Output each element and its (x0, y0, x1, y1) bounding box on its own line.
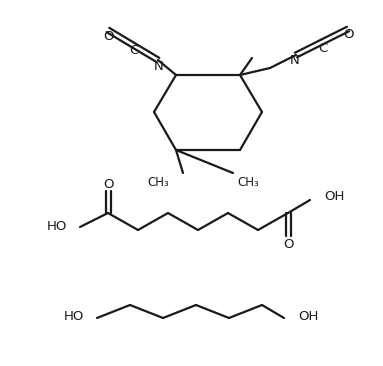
Text: CH₃: CH₃ (237, 176, 259, 190)
Text: C: C (318, 41, 327, 55)
Text: O: O (343, 29, 353, 41)
Text: CH₃: CH₃ (147, 176, 169, 190)
Text: O: O (103, 30, 113, 42)
Text: HO: HO (64, 310, 84, 324)
Text: N: N (154, 60, 164, 72)
Text: O: O (283, 238, 293, 250)
Text: OH: OH (298, 310, 318, 324)
Text: HO: HO (47, 220, 67, 232)
Text: O: O (103, 178, 113, 190)
Text: C: C (129, 45, 139, 57)
Text: OH: OH (324, 190, 344, 202)
Text: N: N (290, 55, 300, 67)
